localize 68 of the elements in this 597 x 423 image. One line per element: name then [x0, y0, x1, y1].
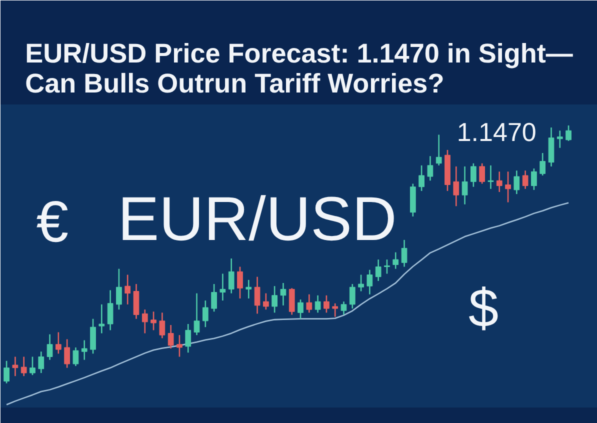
candlestick [479, 162, 486, 184]
candlestick [159, 312, 166, 339]
candlestick [20, 356, 27, 377]
candlestick [72, 346, 79, 367]
annotation: € [36, 189, 69, 254]
candlestick [496, 170, 502, 193]
annotation: $ [468, 278, 499, 338]
candlestick [298, 298, 304, 320]
candlestick [358, 274, 364, 292]
candlestick [133, 283, 140, 320]
candlestick [272, 285, 278, 314]
candlestick [176, 334, 182, 358]
candlestick [366, 269, 373, 295]
candlestick [436, 134, 442, 166]
candlestick [38, 350, 44, 374]
chart-title: EUR/USD Price Forecast: 1.1470 in Sight— Can Bulls Outrun Tariff Worries? [25, 38, 573, 98]
candlestick [453, 166, 460, 207]
candlestick [246, 279, 252, 300]
candlestick [107, 290, 114, 331]
candlestick [185, 323, 192, 354]
candlestick [556, 130, 563, 149]
candlestick [12, 356, 18, 377]
candlestick [46, 334, 53, 360]
candlestick [202, 300, 208, 328]
candlestick [470, 162, 476, 188]
candlestick [488, 164, 494, 190]
candlestick [90, 318, 96, 354]
candlestick [220, 273, 226, 302]
candlestick [349, 283, 356, 310]
candlestick [522, 170, 528, 190]
candlestick [211, 283, 217, 312]
candlestick [288, 288, 295, 316]
candlestick [263, 292, 269, 310]
candlestick [384, 258, 390, 274]
candlestick [30, 356, 36, 376]
candlestick [98, 304, 105, 334]
candlestick [314, 294, 321, 314]
candlestick [514, 170, 520, 195]
candlestick [150, 310, 156, 331]
candlestick [124, 274, 131, 306]
candlestick [332, 302, 338, 318]
candlestick [401, 239, 408, 268]
annotation: 1.1470 [456, 117, 536, 148]
candlestick [116, 268, 122, 310]
candlestick [254, 276, 260, 314]
candlestick [306, 294, 312, 314]
candlestick [392, 252, 399, 270]
candlestick [168, 324, 174, 350]
candlestick [142, 308, 148, 334]
candlestick [194, 292, 200, 336]
candlestick [81, 340, 88, 360]
candlestick [237, 266, 243, 300]
candlestick [4, 360, 10, 384]
candlestick [505, 170, 511, 203]
candlestick [540, 152, 546, 176]
candlestick [55, 332, 62, 354]
candlestick [64, 338, 70, 368]
candlestick [375, 258, 382, 282]
candlestick [340, 300, 347, 316]
candlestick [566, 124, 572, 142]
candlestick [462, 166, 468, 205]
candlestick [324, 294, 330, 314]
annotation: EUR/USD [118, 185, 397, 254]
candlestick [280, 282, 286, 306]
candlestick [531, 168, 537, 191]
candlestick [228, 258, 234, 294]
candlestick [418, 164, 424, 192]
candlestick [427, 155, 434, 182]
